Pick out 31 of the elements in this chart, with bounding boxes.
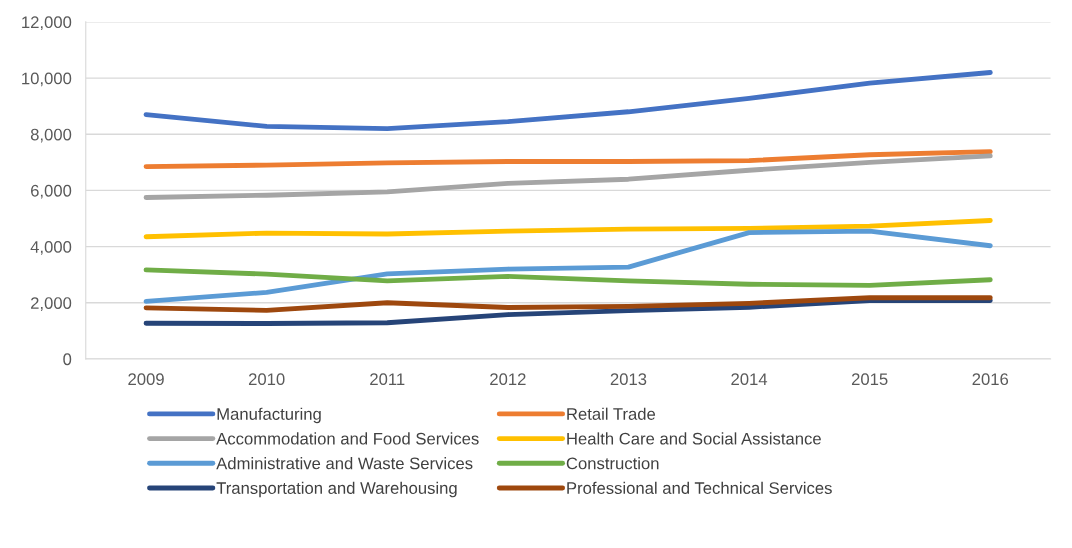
x-tick-label: 2016 — [972, 373, 1009, 386]
line-series — [143, 70, 993, 132]
line-series — [143, 218, 993, 240]
y-tick-label: 4,000 — [30, 241, 72, 255]
line-series — [143, 228, 993, 304]
y-tick-label: 6,000 — [31, 184, 72, 199]
y-tick-label: 8,000 — [30, 128, 72, 143]
legend-label: Transportation and Warehousing — [216, 481, 457, 498]
legend-label: Construction — [566, 457, 659, 470]
line-series — [143, 267, 993, 288]
legend-label: Accommodation and Food Services — [216, 432, 479, 445]
legend-label: Manufacturing — [217, 407, 321, 424]
x-tick-label: 2014 — [731, 373, 768, 386]
legend-label: Administrative and Waste Services — [216, 457, 473, 470]
legend-label: Health Care and Social Assistance — [567, 432, 821, 445]
line-series — [143, 153, 993, 200]
x-tick-label: 2009 — [128, 373, 164, 386]
x-tick-label: 2010 — [248, 373, 285, 386]
line-series — [143, 298, 993, 326]
y-tick-label: 2,000 — [31, 297, 72, 311]
line-series — [143, 295, 993, 313]
x-tick-label: 2013 — [610, 373, 647, 386]
x-tick-label: 2011 — [370, 373, 405, 386]
line-series — [143, 149, 993, 169]
y-tick-label: 10,000 — [22, 72, 72, 87]
y-tick-label: 12,000 — [22, 16, 72, 31]
x-tick-label: 2012 — [490, 373, 526, 386]
x-tick-label: 2015 — [851, 373, 888, 386]
y-tick-label: 0 — [63, 353, 72, 366]
legend-label: Retail Trade — [567, 407, 656, 420]
legend-label: Professional and Technical Services — [567, 481, 832, 494]
